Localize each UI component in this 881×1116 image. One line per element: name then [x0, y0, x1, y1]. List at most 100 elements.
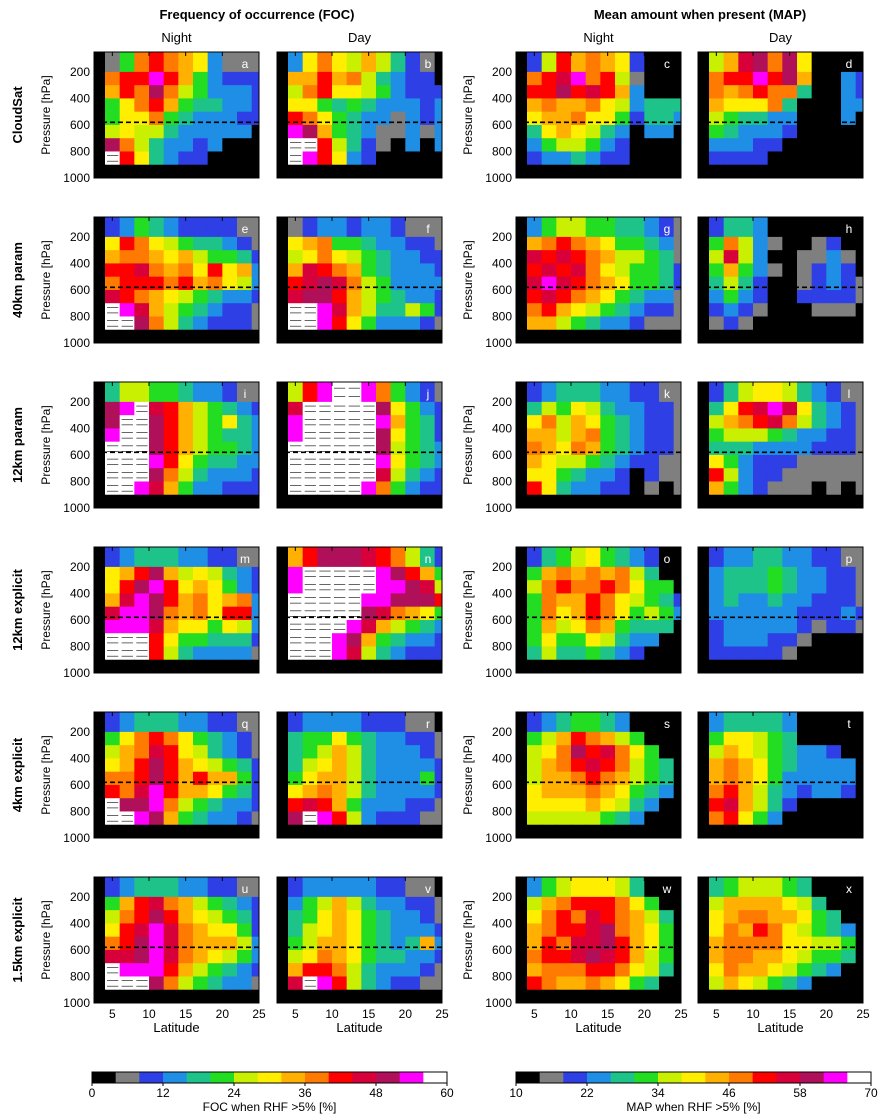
contour-cell — [709, 138, 725, 153]
contour-cell — [207, 151, 223, 166]
contour-cell — [615, 646, 631, 661]
contour-cell — [317, 71, 333, 86]
contour-cell — [767, 606, 783, 621]
contour-cell — [782, 758, 798, 773]
contour-cell — [390, 85, 406, 100]
contour-cell — [709, 494, 725, 508]
contour-cell — [615, 758, 631, 773]
contour-cell — [659, 989, 675, 1003]
contour-cell — [149, 263, 165, 278]
contour-cell — [556, 745, 572, 760]
contour-cell — [94, 111, 106, 126]
contour-cell — [767, 454, 783, 469]
contour-cell — [811, 896, 827, 911]
contour-cell — [94, 758, 106, 773]
contour-cell — [644, 606, 660, 621]
contour-cell — [615, 276, 631, 291]
contour-cell — [207, 52, 223, 73]
contour-cell — [237, 164, 253, 178]
y-tick-label: 200 — [70, 65, 90, 79]
contour-cell — [826, 276, 842, 291]
contour-cell — [302, 428, 318, 443]
contour-cell — [277, 415, 289, 430]
contour-cell — [361, 415, 377, 430]
contour-cell — [163, 566, 179, 581]
contour-cell — [251, 303, 259, 318]
contour-cell — [782, 811, 798, 826]
contour-cell — [615, 976, 631, 991]
contour-cell — [855, 989, 863, 1003]
contour-cell — [207, 811, 223, 826]
contour-cell — [644, 811, 660, 826]
contour-cell — [302, 580, 318, 595]
contour-cell — [163, 401, 179, 416]
y-tick-label: 1000 — [63, 336, 90, 350]
contour-cell — [302, 619, 318, 634]
contour-cell — [659, 896, 675, 911]
column-label: Day — [769, 30, 793, 45]
contour-cell — [738, 111, 754, 126]
contour-cell — [288, 566, 304, 581]
contour-cell — [738, 289, 754, 304]
contour-cell — [629, 494, 645, 508]
contour-cell — [346, 494, 362, 508]
contour-cell — [193, 566, 209, 581]
contour-cell — [105, 217, 121, 238]
contour-cell — [600, 124, 616, 139]
contour-cell — [709, 454, 725, 469]
contour-cell — [361, 976, 377, 991]
contour-cell — [361, 494, 377, 508]
contour-cell — [193, 428, 209, 443]
contour-cell — [94, 910, 106, 925]
contour-cell — [709, 164, 725, 178]
contour-cell — [782, 52, 798, 73]
contour-cell — [738, 910, 754, 925]
contour-cell — [376, 276, 392, 291]
contour-cell — [811, 949, 827, 964]
contour-cell — [361, 824, 377, 838]
contour-cell — [94, 441, 106, 456]
contour-cell — [797, 877, 813, 898]
contour-cell — [826, 481, 842, 496]
panel-letter: o — [664, 552, 671, 566]
contour-cell — [556, 236, 572, 251]
contour-cell — [163, 896, 179, 911]
contour-cell — [302, 963, 318, 978]
contour-cell — [644, 547, 660, 568]
contour-cell — [841, 633, 857, 648]
colorbar-tick-label: 24 — [227, 1086, 241, 1100]
contour-cell — [193, 441, 209, 456]
contour-cell — [277, 111, 289, 126]
contour-cell — [193, 217, 209, 238]
contour-cell — [237, 896, 253, 911]
contour-cell — [420, 236, 436, 251]
y-tick-label: 200 — [70, 560, 90, 574]
contour-cell — [376, 910, 392, 925]
contour-cell — [811, 85, 827, 100]
contour-cell — [420, 138, 436, 153]
contour-cell — [178, 382, 194, 403]
contour-cell — [149, 124, 165, 139]
contour-cell — [673, 877, 681, 898]
contour-cell — [855, 111, 863, 126]
contour-cell — [251, 428, 259, 443]
contour-cell — [134, 151, 150, 166]
contour-cell — [163, 151, 179, 166]
x-tick-label: 5 — [109, 1007, 116, 1021]
contour-cell — [163, 646, 179, 661]
contour-cell — [753, 646, 769, 661]
contour-cell — [288, 428, 304, 443]
contour-cell — [767, 151, 783, 166]
contour-cell — [277, 71, 289, 86]
contour-cell — [317, 811, 333, 826]
panel-area — [516, 877, 681, 1003]
contour-cell — [149, 580, 165, 595]
contour-cell — [585, 468, 601, 483]
contour-cell — [615, 428, 631, 443]
contour-cell — [826, 606, 842, 621]
contour-cell — [434, 963, 442, 978]
contour-cell — [302, 263, 318, 278]
y-tick-label: 400 — [70, 916, 90, 930]
contour-cell — [659, 468, 675, 483]
panel-frame — [697, 381, 864, 509]
